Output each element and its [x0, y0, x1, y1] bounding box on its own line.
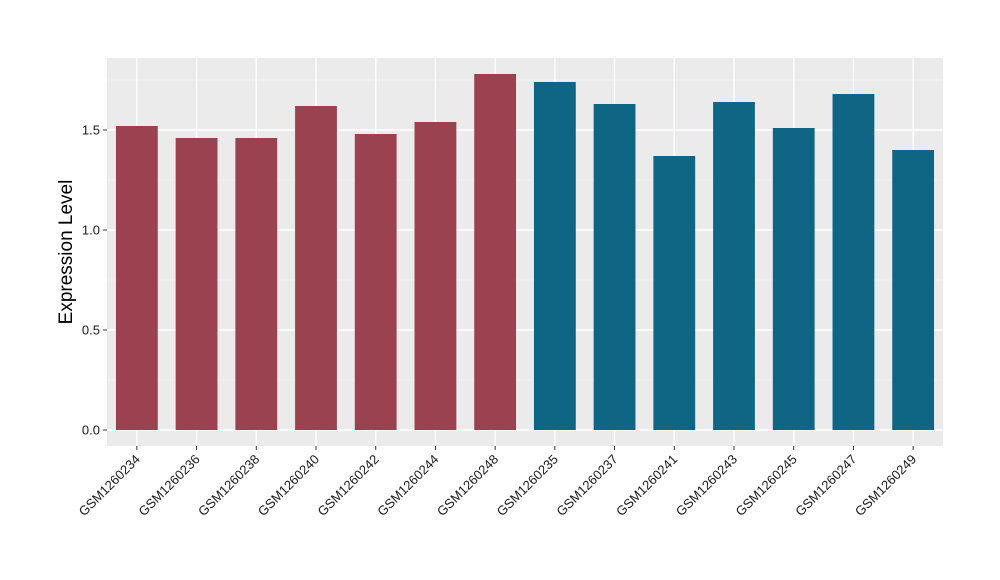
bar-GSM1260234	[115, 126, 158, 430]
y-tick-label: 1.0	[82, 223, 100, 238]
bar-GSM1260242	[354, 134, 397, 430]
x-tick-label: GSM1260245	[732, 452, 799, 519]
x-axis: GSM1260234GSM1260236GSM1260238GSM1260240…	[76, 446, 919, 519]
bar-GSM1260240	[295, 106, 337, 430]
plot-panel	[107, 58, 943, 446]
bar-GSM1260244	[414, 122, 457, 430]
bar-GSM1260245	[772, 128, 815, 430]
x-tick-label: GSM1260236	[135, 452, 202, 519]
y-tick-label: 1.5	[82, 123, 100, 138]
y-axis-title: Expression Level	[56, 180, 77, 325]
x-tick-label: GSM1260248	[434, 452, 501, 519]
x-tick-label: GSM1260234	[76, 452, 143, 519]
bar-GSM1260247	[832, 94, 875, 430]
x-tick-label: GSM1260242	[314, 452, 381, 519]
bar-GSM1260235	[533, 82, 576, 430]
bar-GSM1260248	[474, 74, 517, 430]
x-tick-label: GSM1260238	[195, 452, 262, 519]
bar-GSM1260243	[713, 102, 755, 430]
x-tick-label: GSM1260244	[374, 452, 441, 519]
y-tick-label: 0.0	[82, 423, 100, 438]
x-tick-label: GSM1260247	[792, 452, 859, 519]
x-tick-label: GSM1260241	[613, 452, 680, 519]
y-axis: 0.0 0.5 1.0 1.5	[82, 123, 107, 438]
bars	[115, 74, 935, 430]
bar-GSM1260241	[653, 156, 696, 430]
x-tick-label: GSM1260240	[255, 452, 322, 519]
bar-GSM1260236	[175, 138, 218, 430]
x-tick-label: GSM1260235	[494, 452, 561, 519]
x-tick-label: GSM1260243	[673, 452, 740, 519]
y-tick-label: 0.5	[82, 323, 100, 338]
bar-GSM1260237	[593, 104, 636, 430]
bar-GSM1260238	[235, 138, 278, 430]
x-tick-label: GSM1260249	[852, 452, 919, 519]
x-tick-label: GSM1260237	[553, 452, 620, 519]
bar-GSM1260249	[892, 150, 935, 430]
